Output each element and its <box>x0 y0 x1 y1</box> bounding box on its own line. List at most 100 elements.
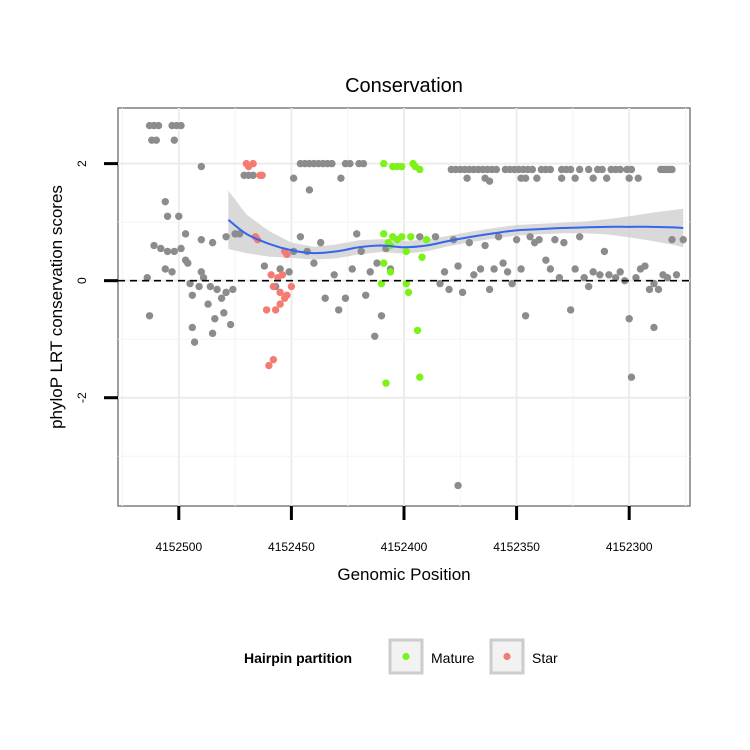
point-mature <box>418 253 426 261</box>
point-other <box>416 233 424 241</box>
point-other <box>551 235 559 244</box>
point-other <box>220 309 228 317</box>
point-other <box>584 282 593 291</box>
x-axis-title: Genomic Position <box>337 565 470 584</box>
point-other <box>641 262 649 270</box>
point-other <box>305 186 314 194</box>
point-other <box>575 165 584 174</box>
point-other <box>580 274 588 282</box>
y-axis-title: phyloP LRT conservation scores <box>47 185 66 429</box>
point-other <box>546 265 555 273</box>
point-other <box>627 373 636 381</box>
smooth-confidence-band <box>228 190 684 260</box>
point-other <box>465 238 474 247</box>
point-other <box>436 279 444 288</box>
point-other <box>353 230 361 238</box>
point-other <box>222 288 230 297</box>
point-other <box>668 165 676 174</box>
point-other <box>303 247 311 256</box>
point-other <box>346 159 354 168</box>
y-tick-label: 0 <box>75 277 89 284</box>
point-other <box>616 268 624 276</box>
point-other <box>490 265 498 273</box>
point-other <box>650 323 658 332</box>
point-other <box>458 288 467 297</box>
point-other <box>197 268 206 276</box>
point-other <box>177 121 185 130</box>
point-star <box>265 361 273 370</box>
point-mature <box>386 268 395 276</box>
point-mature <box>382 379 390 387</box>
point-other <box>470 271 478 279</box>
point-other <box>672 271 681 279</box>
point-other <box>546 165 555 174</box>
point-other <box>668 235 676 244</box>
point-other <box>145 312 154 320</box>
point-mature <box>407 233 415 241</box>
point-other <box>337 174 345 182</box>
point-other <box>566 306 575 314</box>
point-other <box>454 262 462 270</box>
point-other <box>170 136 178 144</box>
x-tick-label: 4152500 <box>155 540 202 554</box>
point-other <box>348 265 356 273</box>
point-other <box>654 285 663 294</box>
point-other <box>454 481 462 490</box>
point-other <box>157 244 165 253</box>
legend-swatch-star <box>503 652 511 661</box>
point-other <box>184 259 192 267</box>
point-other <box>154 121 163 130</box>
point-other <box>517 265 525 273</box>
x-tick-label: 4152350 <box>493 540 540 554</box>
point-other <box>152 136 160 144</box>
point-other <box>377 312 386 320</box>
point-other <box>310 259 318 267</box>
point-other <box>600 247 609 256</box>
point-star <box>271 306 280 314</box>
point-other <box>208 329 217 338</box>
legend-entry-star: Star <box>489 638 558 675</box>
confidence-band <box>228 190 684 260</box>
point-other <box>362 291 370 299</box>
legend-label-star: Star <box>532 650 558 666</box>
point-mature <box>416 373 424 381</box>
point-other <box>195 282 203 291</box>
legend-label-mature: Mature <box>431 650 475 666</box>
point-other <box>186 279 194 288</box>
point-mature <box>416 165 424 174</box>
point-other <box>584 165 593 174</box>
point-other <box>163 247 172 256</box>
point-other <box>197 235 206 244</box>
point-other <box>211 315 219 323</box>
point-mature <box>377 279 386 288</box>
point-other <box>321 294 329 302</box>
point-other <box>499 259 507 267</box>
point-other <box>199 274 208 282</box>
point-other <box>213 285 221 294</box>
point-star <box>276 300 284 308</box>
point-other <box>555 274 564 282</box>
point-other <box>512 235 521 244</box>
point-other <box>190 338 199 346</box>
point-other <box>645 285 654 294</box>
legend-key-mature <box>388 638 424 675</box>
point-other <box>521 174 530 182</box>
point-star <box>283 250 291 259</box>
data-points <box>143 121 687 490</box>
point-mature <box>398 162 406 171</box>
point-mature <box>402 247 410 256</box>
point-other <box>204 300 212 308</box>
point-other <box>632 274 640 282</box>
point-other <box>679 235 687 244</box>
point-other <box>571 174 579 182</box>
legend: Hairpin partition Mature Star <box>244 638 558 675</box>
point-other <box>316 238 325 247</box>
point-other <box>341 294 350 302</box>
point-other <box>625 174 633 182</box>
point-mature <box>422 235 431 244</box>
point-other <box>503 268 512 276</box>
point-star <box>276 288 284 297</box>
point-other <box>181 230 190 238</box>
y-tick-label: -2 <box>75 392 89 403</box>
